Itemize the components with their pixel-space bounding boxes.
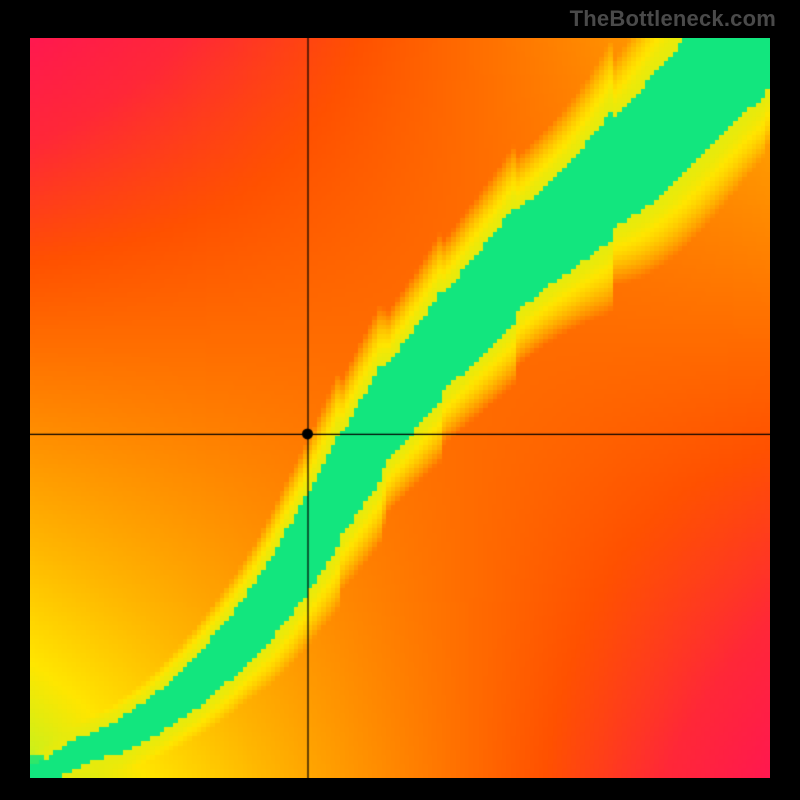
watermark-text: TheBottleneck.com <box>570 6 776 32</box>
figure-container: TheBottleneck.com <box>0 0 800 800</box>
crosshair-overlay <box>30 38 770 778</box>
